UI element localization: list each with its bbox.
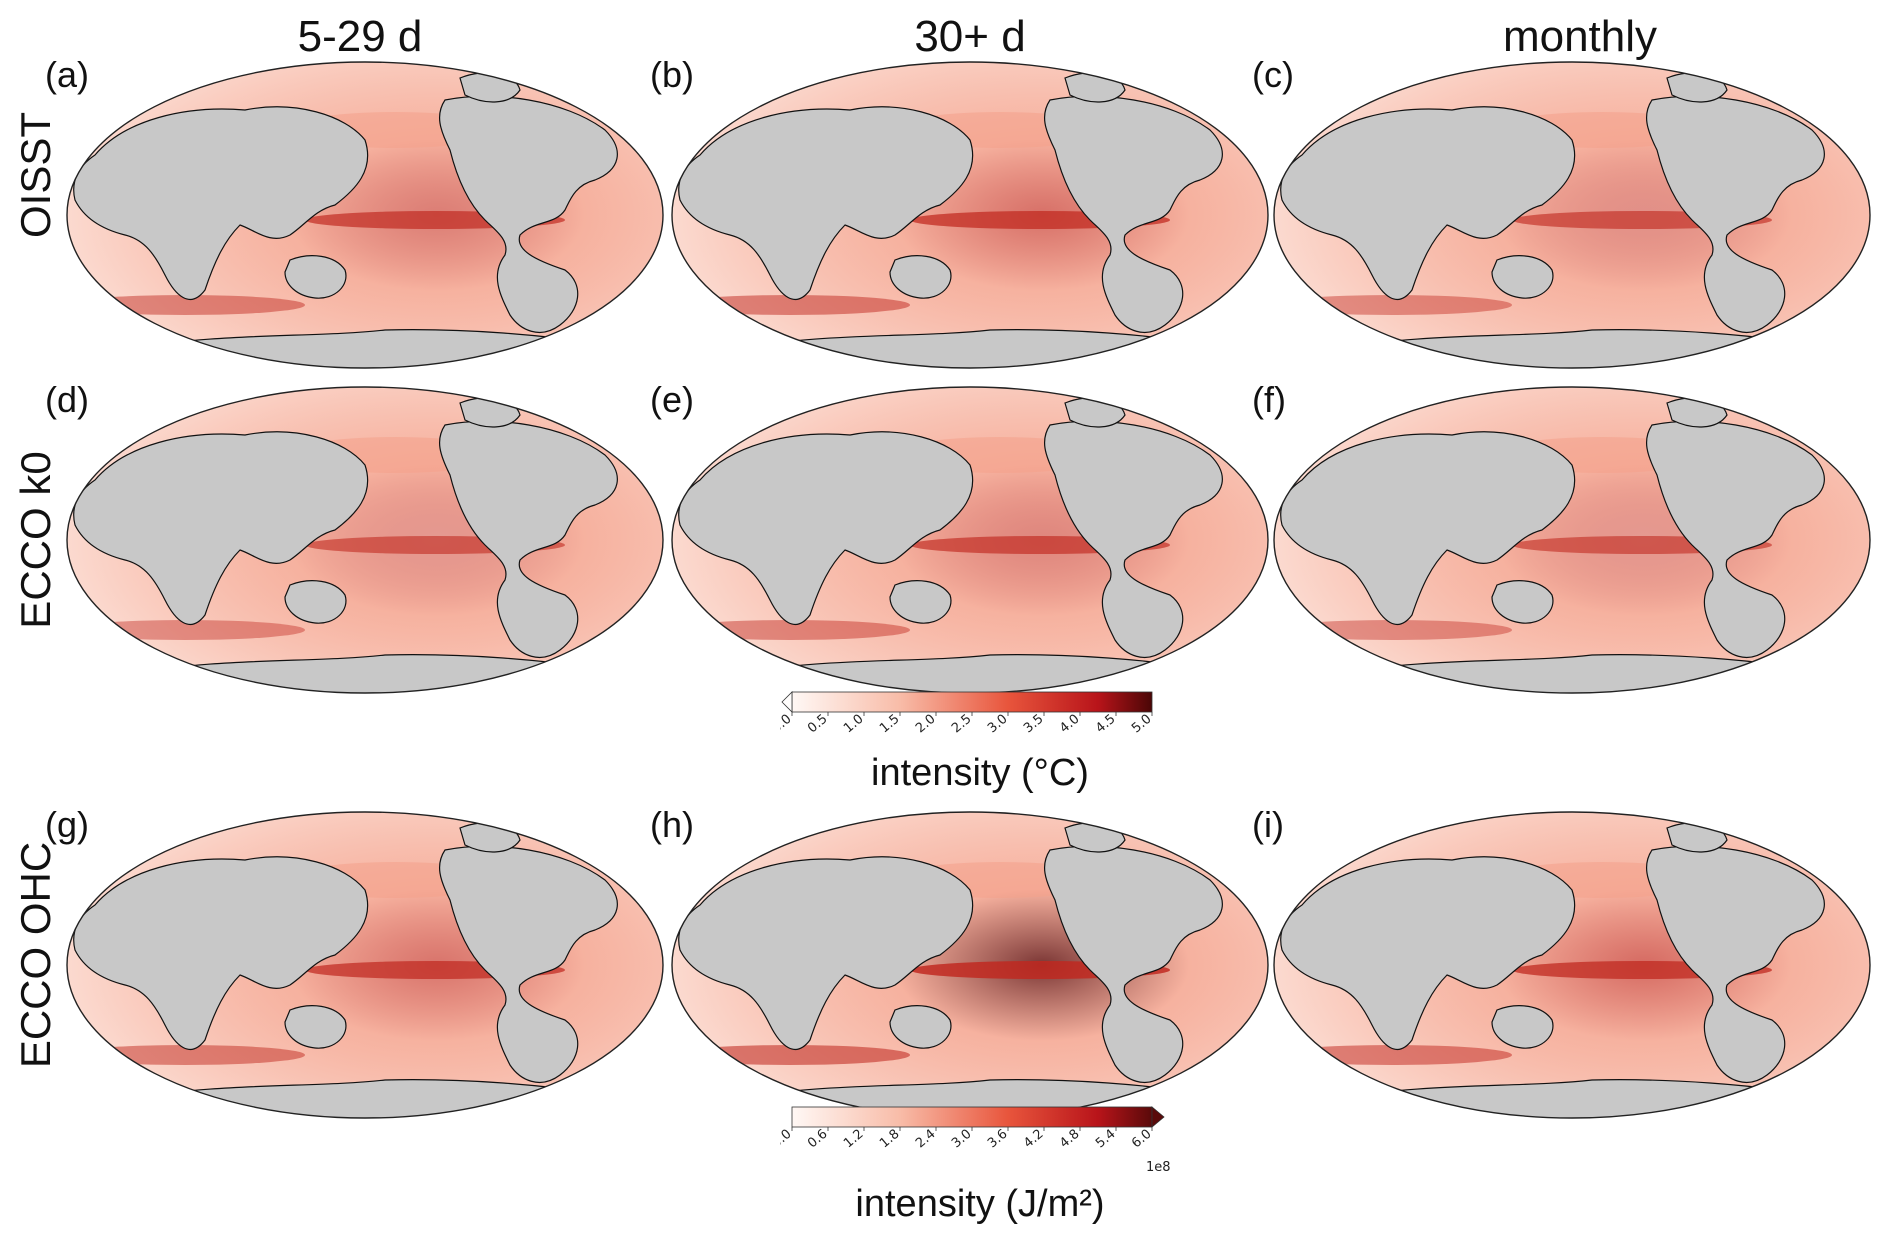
column-title-monthly: monthly [1502, 12, 1658, 61]
colorbar-tick-label: 2.0 [913, 712, 938, 737]
land-mass [284, 255, 347, 299]
colorbar-tick-label: 4.8 [1057, 1127, 1082, 1152]
map-svg [671, 61, 1269, 369]
column-title-5-29d: 5-29 d [297, 12, 423, 61]
map-border [1273, 811, 1871, 1119]
map-svg [1273, 61, 1871, 369]
colorbar-gradient [791, 691, 1153, 713]
map-panel: (i) [1252, 804, 1872, 1120]
colorbar-sst-svg: 0.0 0.5 1.0 1.5 2.0 2.5 3.0 3.5 4.0 4.5 5.0 [769, 691, 1155, 737]
land-mass [73, 856, 369, 1051]
colorbar-tick-label: 3.0 [949, 1127, 974, 1152]
colorbar-tick-label: 1.5 [877, 712, 902, 737]
row-title-ecco-k0: ECCO k0 [12, 451, 59, 629]
land-mass [1645, 845, 1825, 1084]
land-mass [1491, 255, 1554, 299]
colorbar-sst-title: intensity (°C) [871, 752, 1089, 794]
land-mass [1043, 845, 1223, 1084]
colorbar-ohc-title: intensity (J/m²) [855, 1183, 1105, 1225]
map-panel: (h) [650, 804, 1270, 1120]
map-panel: (e) [650, 379, 1270, 695]
map-svg [66, 61, 664, 369]
map-border [1273, 61, 1871, 369]
land-mass [73, 431, 369, 626]
colorbar-extend-min [781, 691, 793, 713]
colorbar-tick-label: 1.2 [841, 1127, 866, 1152]
column-title-30plus-d: 30+ d [914, 12, 1026, 61]
map-panel: (g) [45, 804, 665, 1120]
land-mass [1280, 856, 1576, 1051]
panel-label: (i) [1252, 804, 1284, 845]
row-title-ecco-ohc: ECCO OHC [12, 841, 59, 1069]
colorbar-tick-label: 0.6 [805, 1127, 830, 1152]
panel-label: (g) [45, 804, 89, 845]
map-svg [671, 811, 1269, 1119]
colorbar-extend-max [1151, 1106, 1165, 1128]
colorbar-tick-label: 3.6 [985, 1127, 1010, 1152]
land-mass [678, 856, 974, 1051]
map-panel: (c) [1252, 54, 1872, 370]
land-mass [1645, 420, 1825, 659]
map-svg [671, 386, 1269, 694]
map-border [66, 61, 664, 369]
panel-label: (h) [650, 804, 694, 845]
colorbar-tick-label: 5.0 [1129, 712, 1154, 737]
colorbar-tick-label: 2.5 [949, 712, 974, 737]
map-border [671, 61, 1269, 369]
colorbar-tick-label: 1.8 [877, 1127, 902, 1152]
land-mass [1043, 95, 1223, 334]
land-mass [1280, 106, 1576, 301]
map-panel: (d) [45, 379, 665, 695]
land-mass [73, 106, 369, 301]
land-mass [678, 106, 974, 301]
land-mass [1491, 1005, 1554, 1049]
colorbar-exponent: 1e8 [1146, 1160, 1171, 1175]
land-mass [1043, 420, 1223, 659]
panel-label: (e) [650, 379, 694, 420]
land-mass [1280, 431, 1576, 626]
map-svg [1273, 386, 1871, 694]
land-mass [284, 1005, 347, 1049]
colorbar-tick-label: 5.4 [1093, 1127, 1118, 1152]
colorbar-tick-label: 0.5 [805, 712, 830, 737]
colorbar-tick-label: 2.4 [913, 1127, 938, 1152]
map-svg [1273, 811, 1871, 1119]
panel-label: (d) [45, 379, 89, 420]
colorbar-tick-label: 1.0 [841, 712, 866, 737]
land-mass [678, 431, 974, 626]
panel-label: (a) [45, 54, 89, 95]
row-title-oisst: OISST [12, 111, 59, 239]
land-mass [438, 95, 618, 334]
land-mass [1491, 580, 1554, 624]
map-panel: (f) [1252, 379, 1872, 695]
colorbar-tick-label: 3.5 [1021, 712, 1046, 737]
map-border [1273, 386, 1871, 694]
colorbar-ohc: 0.0 0.6 1.2 1.8 2.4 3.0 3.6 4.2 4.8 5.4 6.0 1e8 [769, 1105, 1180, 1175]
map-svg [66, 386, 664, 694]
land-mass [889, 255, 952, 299]
panel-label: (b) [650, 54, 694, 95]
land-mass [889, 580, 952, 624]
colorbar-sst: 0.0 0.5 1.0 1.5 2.0 2.5 3.0 3.5 4.0 4.5 5.0 [769, 690, 1180, 750]
map-border [66, 811, 664, 1119]
colorbar-tick-label: 4.5 [1093, 712, 1118, 737]
colorbar-tick-label: 4.0 [1057, 712, 1082, 737]
colorbar-tick-label: 3.0 [985, 712, 1010, 737]
colorbar-tick-label: 6.0 [1129, 1127, 1154, 1152]
land-mass [284, 580, 347, 624]
panel-label: (f) [1252, 379, 1286, 420]
map-panel: (b) [650, 54, 1270, 370]
colorbar-tick-label: 4.2 [1021, 1127, 1046, 1152]
colorbar-gradient [791, 1106, 1153, 1128]
map-svg [66, 811, 664, 1119]
land-mass [889, 1005, 952, 1049]
land-mass [1645, 95, 1825, 334]
map-panel: (a) [45, 54, 665, 370]
land-mass [438, 845, 618, 1084]
panel-label: (c) [1252, 54, 1294, 95]
map-border [66, 386, 664, 694]
land-mass [438, 420, 618, 659]
